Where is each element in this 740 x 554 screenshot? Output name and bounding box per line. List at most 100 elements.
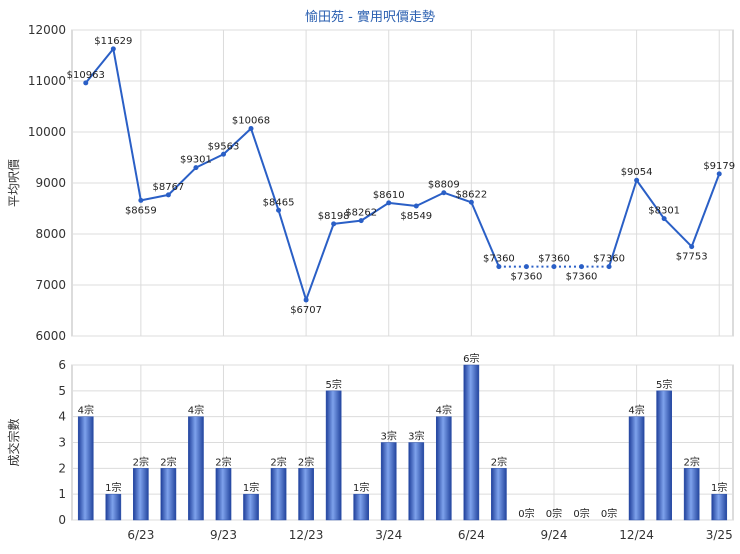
bar [215, 468, 232, 521]
bar [105, 493, 122, 521]
bar-y-tick-label: 0 [58, 513, 66, 527]
line-y-tick-label: 12000 [28, 23, 66, 37]
line-segment [222, 127, 252, 156]
line-data-label: $11629 [94, 36, 132, 47]
line-point [441, 190, 447, 196]
line-data-label: $8262 [345, 208, 377, 219]
bar [160, 468, 177, 521]
line-point [551, 264, 557, 270]
line-point [468, 199, 474, 205]
line-data-label: $9054 [621, 167, 653, 178]
bar-data-label: 4宗 [188, 404, 204, 417]
bar-y-tick-label: 3 [58, 436, 66, 450]
line-point [634, 177, 640, 183]
line-segment [84, 48, 115, 84]
line-segment [195, 153, 224, 169]
line-point [83, 80, 89, 86]
bar [77, 416, 94, 521]
line-data-label: $7360 [511, 272, 543, 283]
bar-y-tick-label: 2 [58, 461, 66, 475]
chart-title: 愉田苑 - 實用呎價走勢 [305, 10, 435, 25]
line-point [523, 264, 529, 270]
line-point [496, 264, 502, 270]
bar-y-tick-label: 6 [58, 358, 66, 372]
line-data-label: $8198 [318, 211, 350, 222]
x-tick-label: 3/24 [375, 528, 402, 542]
bar [353, 493, 370, 521]
bar-y-tick-label: 5 [58, 384, 66, 398]
line-point [413, 203, 419, 209]
line-data-label: $7360 [566, 272, 598, 283]
bar-data-label: 5宗 [325, 378, 341, 391]
bar [491, 468, 507, 521]
bar-data-label: 4宗 [436, 404, 452, 417]
bar-data-label: 0宗 [601, 507, 617, 520]
bar-data-label: 2宗 [270, 455, 286, 468]
bar [711, 493, 728, 521]
bar-data-label: 4宗 [628, 404, 644, 417]
line-data-label: $9301 [180, 155, 212, 166]
bar [683, 468, 700, 521]
line-point [606, 264, 612, 270]
line-point [165, 192, 171, 198]
line-segment [305, 223, 335, 301]
line-segment [140, 193, 169, 202]
bar [270, 468, 287, 521]
line-segment [360, 202, 390, 222]
bar-data-label: 6宗 [463, 352, 479, 365]
line-segment [608, 179, 638, 267]
bar-data-label: 2宗 [684, 455, 700, 468]
line-data-label: $8809 [428, 180, 460, 191]
bar-data-label: 3宗 [381, 430, 397, 443]
line-y-tick-label: 6000 [35, 329, 66, 343]
bar-y-tick-label: 4 [58, 410, 66, 424]
line-data-label: $8301 [648, 206, 680, 217]
line-point [358, 218, 364, 224]
line-data-label: $7360 [538, 254, 570, 265]
line-point [220, 151, 226, 157]
bar-data-label: 1宗 [711, 481, 727, 494]
bar-data-label: 4宗 [78, 404, 94, 417]
line-data-label: $10068 [232, 116, 270, 127]
bar-data-label: 2宗 [215, 455, 231, 468]
bar [463, 364, 480, 521]
x-tick-label: 6/24 [458, 528, 485, 542]
line-data-label: $7753 [676, 252, 708, 263]
line-segment [415, 191, 445, 207]
bar [243, 493, 259, 521]
line-y-tick-label: 8000 [35, 227, 66, 241]
line-data-label: $9563 [208, 141, 240, 152]
bar-data-label: 2宗 [160, 455, 176, 468]
x-tick-label: 9/24 [541, 528, 568, 542]
bar-data-label: 2宗 [491, 455, 507, 468]
line-point [193, 165, 199, 171]
line-point [248, 126, 254, 132]
line-data-label: $8465 [263, 197, 295, 208]
bar [656, 390, 672, 521]
line-data-label: $8610 [373, 190, 405, 201]
line-data-label: $8767 [152, 182, 184, 193]
bar-data-label: 2宗 [133, 455, 149, 468]
line-data-label: $6707 [290, 305, 322, 316]
bar-y-axis-title: 成交宗數 [6, 418, 21, 466]
line-data-label: $8549 [400, 211, 432, 222]
line-data-label: $8622 [455, 189, 487, 200]
bar-data-label: 5宗 [656, 378, 672, 391]
bar [435, 416, 452, 521]
bar-data-label: 1宗 [105, 481, 121, 494]
line-segment [388, 201, 417, 207]
line-point [386, 200, 392, 206]
line-segment [635, 179, 665, 220]
bar-data-label: 1宗 [353, 481, 369, 494]
line-point [276, 207, 282, 213]
line-data-label: $9179 [703, 161, 735, 172]
line-segment [443, 191, 472, 204]
line-point [579, 264, 585, 270]
x-tick-label: 9/23 [210, 528, 237, 542]
line-segment [690, 173, 721, 247]
line-point [138, 197, 144, 203]
line-point [331, 221, 337, 227]
bar [408, 442, 425, 521]
